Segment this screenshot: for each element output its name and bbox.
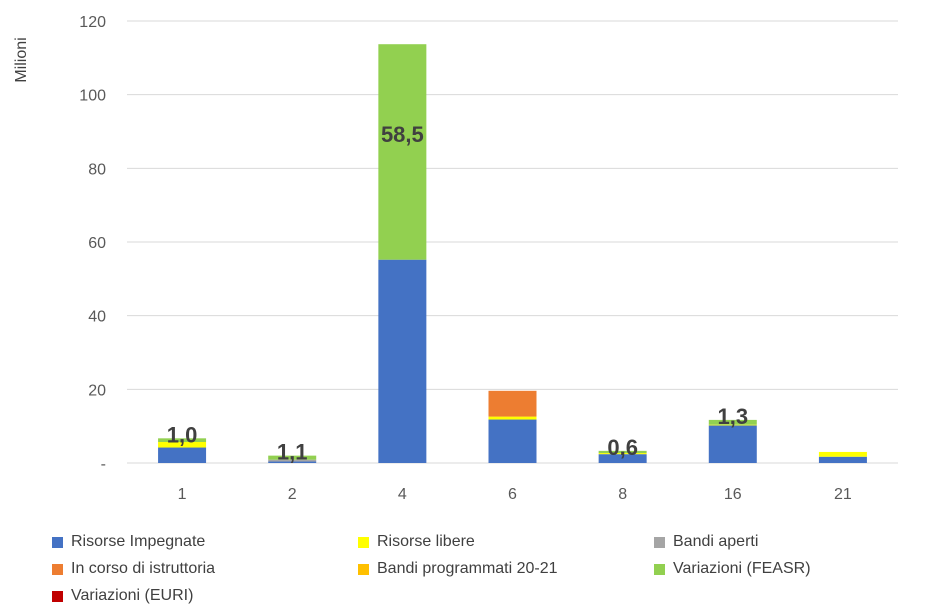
legend-swatch — [654, 563, 665, 575]
bar-segment — [158, 438, 207, 443]
y-tick-label: 100 — [79, 88, 106, 105]
bars — [158, 44, 867, 463]
bar-segment — [488, 419, 537, 463]
bar-segment — [708, 424, 757, 426]
legend-item: Variazioni (FEASR) — [654, 560, 811, 578]
y-tick-label: 80 — [88, 161, 106, 178]
legend-item: Bandi aperti — [654, 533, 758, 551]
legend-label: Variazioni (FEASR) — [673, 560, 811, 577]
y-axis-label: Milioni — [13, 37, 30, 82]
y-tick-label: - — [101, 456, 106, 473]
data-label: 0,6 — [607, 435, 638, 460]
bar-segment — [708, 419, 757, 425]
x-tick-label: 6 — [508, 486, 517, 503]
legend-item: Bandi programmati 20-21 — [358, 560, 558, 578]
legend-item: Risorse Impegnate — [52, 533, 205, 551]
y-tick-label: 60 — [88, 235, 106, 252]
legend-swatch — [52, 590, 63, 602]
bar-segment — [488, 416, 537, 420]
data-label: 1,0 — [167, 422, 198, 447]
data-label: 1,1 — [277, 440, 308, 465]
x-tick-label: 21 — [834, 486, 852, 503]
bar-segment — [378, 44, 427, 260]
x-tick-label: 2 — [288, 486, 297, 503]
bar-segment — [158, 447, 207, 463]
y-tick-label: 40 — [88, 309, 106, 326]
x-axis-ticks: 1 2 4 6 8 16 21 — [178, 486, 852, 503]
legend-swatch — [52, 563, 63, 575]
y-tick-label: 20 — [88, 382, 106, 399]
legend-label: Risorse libere — [377, 533, 475, 550]
legend-swatch — [358, 563, 369, 575]
legend-label: Bandi programmati 20-21 — [377, 560, 558, 577]
bar-segment — [818, 451, 867, 457]
bar-segment — [598, 453, 647, 455]
data-label: 58,5 — [381, 122, 424, 147]
bar-segment — [598, 450, 647, 454]
bar-segment — [268, 455, 317, 460]
x-tick-label: 1 — [178, 486, 187, 503]
y-axis-ticks: - 20 40 60 80 100 120 — [79, 14, 106, 473]
legend-label: Variazioni (EURI) — [71, 587, 194, 604]
bar-segment — [488, 390, 537, 417]
bar-segment — [708, 425, 757, 463]
bar-segment — [598, 454, 647, 463]
legend-swatch — [654, 536, 665, 548]
data-label: 1,3 — [717, 404, 748, 429]
legend-item: Variazioni (EURI) — [52, 587, 193, 605]
legend-label: In corso di istruttoria — [71, 560, 216, 577]
legend-swatch — [358, 536, 369, 548]
x-tick-label: 16 — [724, 486, 742, 503]
y-tick-label: 120 — [79, 14, 106, 31]
legend-swatch — [52, 536, 63, 548]
x-tick-label: 4 — [398, 486, 407, 503]
bar-segment — [158, 442, 207, 448]
bar-segment — [268, 461, 317, 463]
gridlines — [127, 20, 898, 464]
bar-segment — [378, 259, 427, 463]
bar-segment — [268, 459, 317, 462]
legend-item: Risorse libere — [358, 533, 475, 551]
x-tick-label: 8 — [618, 486, 627, 503]
legend-item: In corso di istruttoria — [52, 560, 215, 578]
legend-label: Risorse Impegnate — [71, 533, 206, 550]
bar-segment — [818, 456, 867, 463]
data-labels: 1,0 1,1 58,5 0,6 1,3 — [167, 122, 748, 465]
legend-label: Bandi aperti — [673, 533, 759, 550]
